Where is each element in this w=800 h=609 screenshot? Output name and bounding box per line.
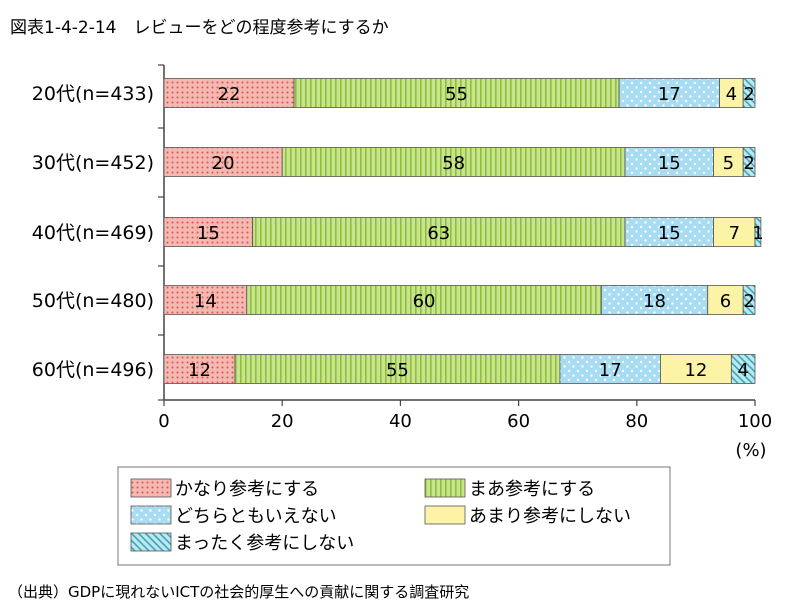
bar-segment — [713, 217, 756, 247]
x-axis-unit: (%) — [735, 440, 766, 461]
legend-swatch — [130, 505, 172, 525]
bar-value-label: 6 — [720, 291, 731, 312]
y-category-label: 50代(n=480) — [32, 290, 154, 312]
bar-value-label: 58 — [442, 153, 465, 174]
bar-value-label: 15 — [658, 153, 681, 174]
bar-segment — [742, 78, 756, 108]
bar-segment — [660, 354, 732, 384]
bar-segment — [163, 147, 283, 177]
legend-label: かなり参考にする — [175, 479, 319, 500]
bar-value-label: 60 — [413, 291, 436, 312]
legend-swatch — [424, 505, 466, 525]
y-category-label: 40代(n=469) — [32, 222, 154, 244]
bar-value-label: 12 — [684, 360, 707, 381]
bar-value-label: 7 — [729, 223, 740, 244]
bar-value-label: 15 — [658, 223, 681, 244]
x-axis-ticks: 0 20 40 60 80 100 — [158, 400, 772, 432]
x-tick-label: 20 — [271, 411, 294, 432]
y-category-label: 30代(n=452) — [32, 152, 154, 174]
bar-value-label: 2 — [743, 84, 754, 105]
bar-value-label: 2 — [743, 153, 754, 174]
x-tick-label: 60 — [507, 411, 530, 432]
bar-segment — [742, 147, 756, 177]
bar-value-label: 5 — [723, 153, 734, 174]
bar-value-label: 15 — [197, 223, 220, 244]
y-category-label: 60代(n=496) — [32, 359, 154, 381]
bar-segment — [742, 285, 756, 315]
y-axis-labels: 20代(n=433) 30代(n=452) 40代(n=469) 50代(n=480)… — [32, 83, 154, 381]
bar-segment — [707, 285, 744, 315]
bar-segment — [234, 354, 561, 384]
legend-label: どちらともいえない — [175, 506, 337, 527]
legend-label: まったく参考にしない — [175, 533, 354, 554]
x-tick-label: 80 — [625, 411, 648, 432]
bar-value-label: 1 — [752, 223, 763, 244]
bars: 22 55 17 4 220 58 15 5 215 63 15 7 114 60 18 6 212 55 17 12… — [163, 78, 764, 384]
bar-value-label: 63 — [427, 223, 450, 244]
x-tick-label: 40 — [389, 411, 412, 432]
bar-value-label: 14 — [194, 291, 217, 312]
bar-segment — [246, 285, 602, 315]
x-tick-label: 100 — [738, 411, 772, 432]
legend-label: あまり参考にしない — [469, 506, 631, 527]
legend-label: まあ参考にする — [469, 479, 595, 500]
bar-value-label: 55 — [386, 360, 409, 381]
bar-value-label: 12 — [188, 360, 211, 381]
legend-swatch — [130, 478, 172, 498]
bar-segment — [624, 217, 715, 247]
chart-title: 図表1-4-2-14 レビューをどの程度参考にするか — [10, 18, 389, 38]
legend-swatch — [130, 532, 172, 552]
bar-segment — [730, 354, 756, 384]
bar-segment — [600, 285, 709, 315]
legend-frame — [117, 466, 671, 566]
bar-segment — [163, 78, 295, 108]
bar-value-label: 4 — [726, 84, 737, 105]
bar-value-label: 18 — [643, 291, 666, 312]
y-category-label: 20代(n=433) — [32, 83, 154, 105]
bar-value-label: 4 — [737, 360, 748, 381]
bar-value-label: 20 — [212, 153, 235, 174]
bar-value-label: 55 — [445, 84, 468, 105]
bar-value-label: 22 — [218, 84, 241, 105]
source-note: （出典）GDPに現れないICTの社会的厚生への貢献に関する調査研究 — [8, 583, 469, 601]
x-tick-label: 0 — [158, 411, 169, 432]
legend-swatch — [424, 478, 466, 498]
bar-segment — [163, 285, 248, 315]
bar-segment — [293, 78, 620, 108]
bar-segment — [754, 217, 762, 247]
bar-segment — [252, 217, 626, 247]
bar-value-label: 2 — [743, 291, 754, 312]
bar-segment — [163, 217, 254, 247]
bar-value-label: 17 — [658, 84, 681, 105]
bar-value-label: 17 — [599, 360, 622, 381]
bar-segment — [163, 354, 236, 384]
